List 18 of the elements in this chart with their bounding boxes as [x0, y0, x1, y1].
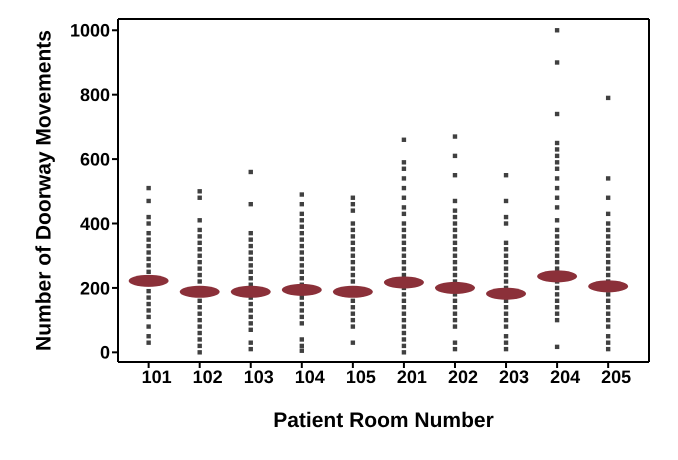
- x-axis-title: Patient Room Number: [273, 409, 494, 432]
- x-tick-label: 103: [244, 366, 274, 387]
- y-tick-label: 200: [80, 278, 110, 298]
- x-tick-label: 201: [396, 366, 427, 387]
- y-tick-label: 800: [80, 85, 110, 106]
- y-tick-label: 600: [80, 149, 110, 170]
- y-tick-label: 0: [100, 342, 110, 363]
- x-tick-label: 202: [448, 366, 478, 387]
- x-tick-label: 204: [550, 366, 580, 387]
- x-tick-label: 203: [499, 366, 530, 387]
- x-tick-label: 105: [346, 366, 376, 387]
- x-tick-label: 101: [142, 366, 172, 387]
- y-tick-label: 1000: [70, 20, 110, 41]
- y-axis-title: Number of Doorway Movements: [32, 30, 56, 351]
- x-tick-label: 102: [192, 366, 223, 387]
- y-tick-label: 400: [80, 214, 110, 234]
- x-tick-label: 104: [294, 366, 325, 387]
- x-tick-label: 205: [601, 366, 632, 387]
